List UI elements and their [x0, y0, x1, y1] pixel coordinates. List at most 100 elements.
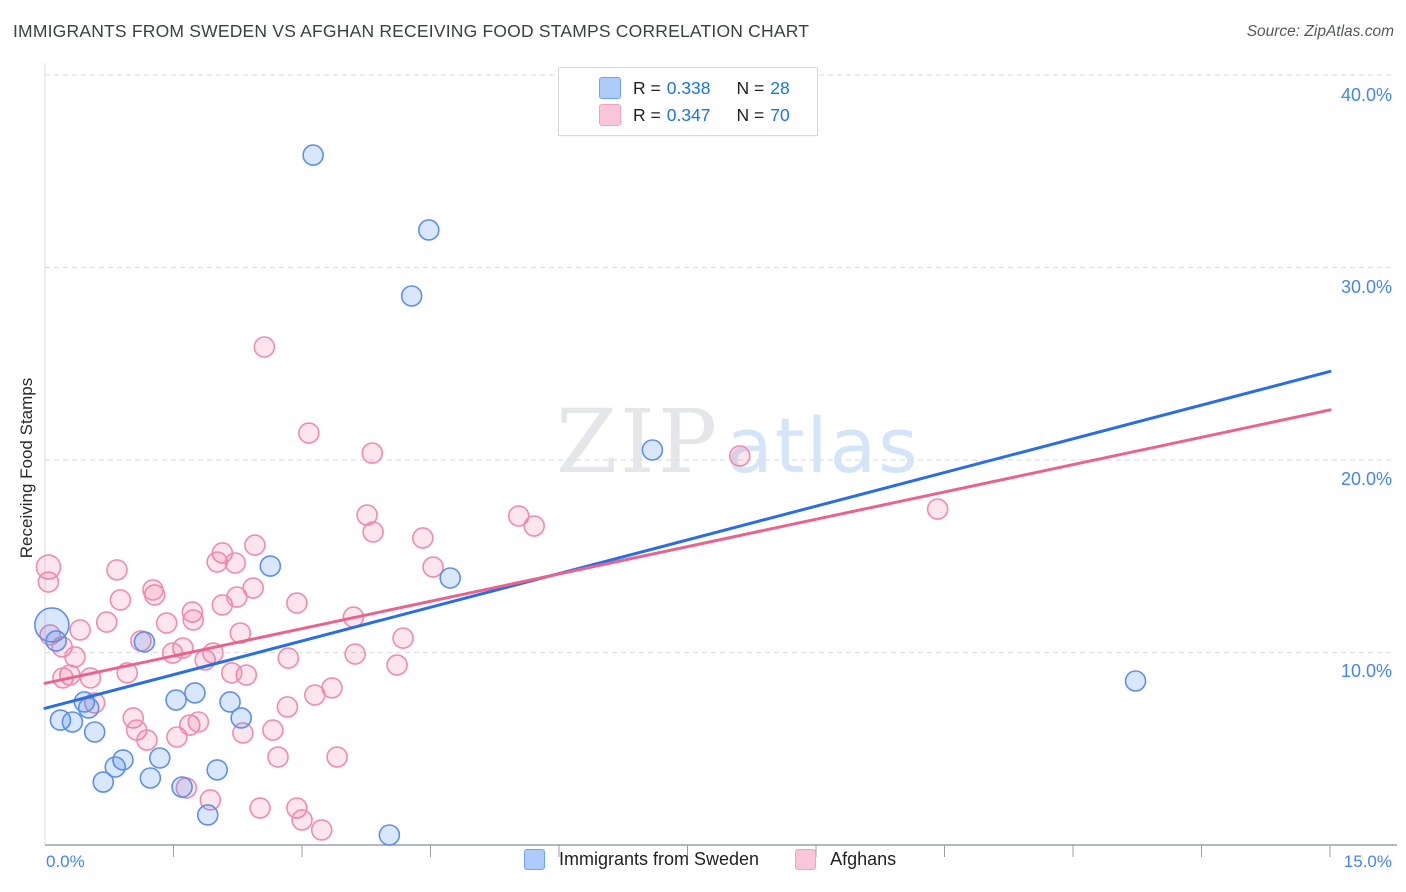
afghans-n-value: 70	[770, 104, 790, 125]
scatter-point-afghans	[386, 654, 408, 676]
afghans-n-label: N =	[736, 104, 765, 125]
scatter-point-afghans	[926, 498, 949, 520]
legend-row-sweden: R = 0.338 N = 28	[599, 77, 803, 99]
scatter-point-sweden	[417, 219, 440, 241]
scatter-point-sweden	[104, 756, 127, 778]
scatter-point-afghans	[362, 521, 384, 543]
scatter-point-afghans	[109, 589, 132, 611]
scatter-point-sweden	[77, 697, 100, 719]
sweden-legend-label: Immigrants from Sweden	[559, 849, 760, 869]
afghans-swatch	[599, 104, 621, 126]
scatter-point-afghans	[142, 579, 164, 601]
scatter-point-afghans	[262, 719, 284, 741]
scatter-point-afghans	[298, 422, 320, 444]
scatter-point-afghans	[122, 707, 145, 729]
scatter-point-sweden	[641, 439, 664, 461]
trend-line-sweden	[43, 369, 1332, 710]
scatter-point-afghans	[181, 601, 204, 623]
sweden-legend-swatch	[524, 849, 545, 870]
scatter-point-sweden	[45, 630, 67, 652]
sweden-n-label: N =	[736, 77, 765, 98]
scatter-point-sweden	[92, 771, 115, 793]
sweden-r-value: 0.338	[666, 77, 711, 98]
page-title: IMMIGRANTS FROM SWEDEN VS AFGHAN RECEIVI…	[13, 21, 810, 41]
scatter-point-sweden	[439, 567, 462, 589]
sweden-r-label: R =	[633, 77, 661, 98]
scatter-point-sweden	[230, 707, 252, 729]
scatter-point-afghans	[291, 809, 313, 831]
sweden-swatch	[599, 77, 621, 99]
y-tick-label-30: 30.0%	[1340, 277, 1392, 297]
scatter-point-afghans	[411, 527, 434, 549]
bottom-legend: Immigrants from Sweden Afghans	[524, 849, 896, 870]
scatter-point-afghans	[344, 643, 366, 665]
scatter-point-afghans	[106, 559, 128, 581]
afghans-r-label: R =	[633, 104, 661, 125]
scatter-point-sweden	[133, 631, 156, 653]
y-tick-label-20: 20.0%	[1340, 469, 1392, 489]
scatter-point-afghans	[361, 442, 384, 464]
scatter-point-afghans	[392, 627, 414, 649]
scatter-point-afghans	[136, 729, 158, 751]
scatter-point-sweden	[83, 721, 106, 743]
scatter-point-sweden	[1124, 670, 1147, 692]
scatter-point-afghans	[267, 746, 289, 768]
scatter-point-afghans	[286, 592, 308, 614]
scatter-point-afghans	[220, 662, 243, 684]
scatter-point-afghans	[187, 711, 210, 733]
scatter-point-afghans	[422, 556, 444, 578]
scatter-point-sweden	[148, 747, 171, 769]
scatter-point-sweden	[34, 607, 70, 643]
scatter-point-sweden	[171, 776, 193, 798]
scatter-point-sweden	[219, 691, 241, 713]
scatter-point-sweden	[400, 285, 423, 307]
scatter-point-afghans	[35, 554, 62, 580]
scatter-point-afghans	[155, 612, 178, 634]
y-tick-label-40: 40.0%	[1340, 85, 1392, 105]
scatter-point-afghans	[37, 571, 60, 593]
x-tick-label-max: 15.0%	[1343, 852, 1392, 871]
scatter-point-sweden	[139, 767, 162, 789]
scatter-point-afghans	[206, 551, 228, 573]
scatter-point-sweden	[61, 711, 84, 733]
scatter-point-sweden	[259, 555, 282, 577]
scatter-point-afghans	[507, 505, 530, 527]
scatter-point-afghans	[321, 677, 343, 699]
afghans-legend-label: Afghans	[830, 849, 897, 869]
trend-line-afghans	[43, 408, 1332, 685]
y-tick-label-10: 10.0%	[1340, 661, 1392, 681]
scatter-point-afghans	[286, 797, 308, 819]
scatter-point-sweden	[206, 759, 228, 781]
scatter-point-afghans	[64, 646, 86, 668]
scatter-point-afghans	[276, 696, 299, 718]
y-axis-title: Receiving Food Stamps	[17, 377, 36, 559]
scatter-point-afghans	[242, 577, 264, 599]
scatter-point-afghans	[249, 797, 271, 819]
afghans-r-value: 0.347	[666, 104, 711, 125]
scatter-point-afghans	[161, 642, 184, 664]
legend-box: R = 0.338 N = 28 R = 0.347 N = 70	[558, 67, 818, 136]
scatter-point-afghans	[326, 746, 348, 768]
scatter-point-afghans	[244, 534, 266, 556]
sweden-n-value: 28	[770, 77, 790, 98]
scatter-point-afghans	[356, 504, 378, 526]
source-attribution: Source: ZipAtlas.com	[1246, 23, 1394, 40]
scatter-point-afghans	[310, 819, 333, 841]
scatter-point-afghans	[253, 336, 276, 358]
scatter-point-sweden	[196, 804, 219, 826]
scatter-point-afghans	[728, 445, 751, 467]
afghans-legend-swatch	[795, 849, 817, 870]
scatter-point-sweden	[184, 682, 206, 704]
scatter-point-afghans	[224, 552, 246, 574]
legend-row-afghans: R = 0.347 N = 70	[599, 104, 803, 126]
scatter-point-afghans	[226, 586, 248, 608]
scatter-point-afghans	[182, 609, 205, 631]
scatter-point-afghans	[277, 647, 300, 669]
scatter-point-afghans	[178, 714, 201, 736]
scatter-point-sweden	[165, 689, 187, 711]
scatter-point-afghans	[69, 619, 91, 641]
scatter-point-afghans	[523, 515, 545, 537]
x-tick-label-min: 0.0%	[46, 852, 85, 871]
